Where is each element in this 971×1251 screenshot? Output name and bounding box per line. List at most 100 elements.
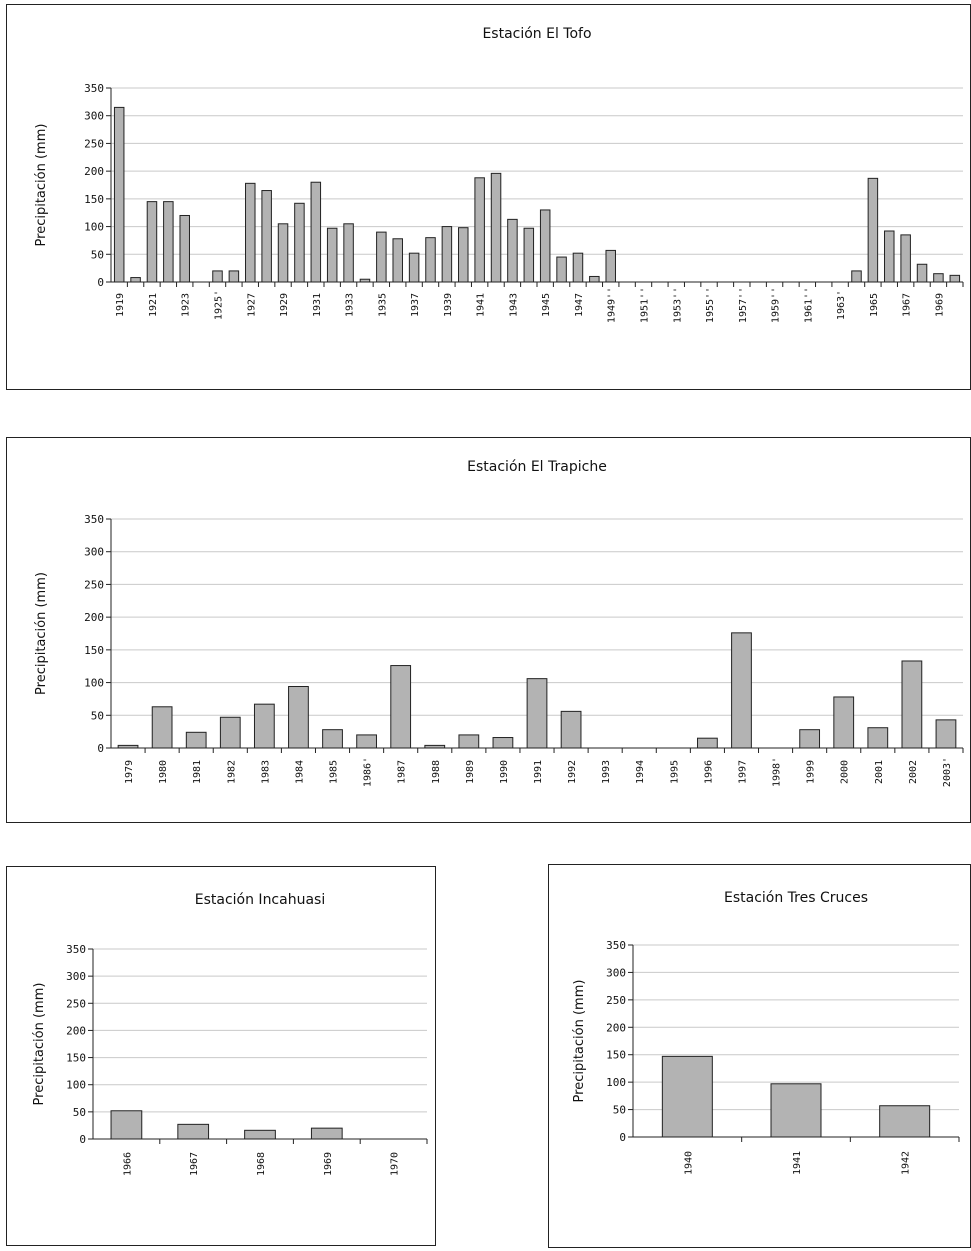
bar-2002 [901, 660, 923, 749]
bar-1934 [359, 278, 371, 283]
x-tick-label: 1979 [124, 760, 135, 784]
bar-1991 [526, 678, 548, 749]
x-tick-label: 1931 [312, 293, 323, 317]
bar-1979 [117, 744, 139, 749]
x-tick-label: 1921 [148, 293, 159, 317]
y-tick-label: 0 [79, 1133, 86, 1146]
x-tick-label: 1970 [390, 1152, 401, 1176]
chart-el-trapiche: Estación El Trapiche Precipitación (mm) 0 5… [34, 459, 964, 787]
x-tick-label: 1941 [476, 293, 487, 317]
x-tick-label: 1959'' [771, 287, 782, 323]
x-tick-label: 1969 [323, 1152, 334, 1176]
bar-1942 [879, 1105, 931, 1138]
y-tick-label: 50 [613, 1104, 626, 1117]
x-tick-label: 1953'' [672, 287, 683, 323]
x-tick-label: 1939 [443, 293, 454, 317]
bar-1969 [310, 1127, 343, 1140]
y-tick-label: 0 [619, 1131, 626, 1144]
x-tick-label: 2000 [840, 760, 851, 784]
x-tick-label: 1996 [703, 760, 714, 784]
chart-title: Estación Incahuasi [195, 892, 325, 908]
bar-1989 [458, 734, 480, 749]
bar-1933 [343, 223, 354, 283]
y-tick-label: 100 [66, 1079, 86, 1092]
bar-1923 [179, 214, 190, 283]
x-tick-label: 1949'' [607, 287, 618, 323]
bar-1939 [441, 226, 453, 283]
y-tick-label: 50 [91, 709, 104, 722]
bar-1932 [326, 227, 338, 283]
chart-title: Estación El Tofo [482, 26, 591, 42]
bar-1937 [408, 252, 420, 283]
bar-1942 [490, 172, 502, 283]
x-tick-label: 1940 [683, 1151, 694, 1175]
x-tick-label: 1968 [256, 1152, 267, 1176]
bar-1945 [539, 209, 551, 283]
bar-1969 [933, 273, 944, 283]
x-tick-label: 1919 [115, 293, 126, 317]
y-tick-label: 300 [66, 970, 86, 983]
bar-1966 [884, 230, 895, 283]
bar-1964 [851, 270, 862, 283]
y-tick-label: 100 [84, 677, 104, 690]
y-tick-label: 350 [606, 939, 626, 952]
bar-1980 [151, 706, 173, 749]
x-tick-label: 1957'' [738, 287, 749, 323]
y-tick-label: 300 [84, 546, 104, 559]
y-tick-label: 300 [606, 966, 626, 979]
y-tick-label: 200 [84, 165, 104, 178]
y-tick-label: 100 [84, 221, 104, 234]
y-tick-label: 150 [84, 193, 104, 206]
y-tick-label: 200 [66, 1024, 86, 1037]
chart-incahuasi: Estación Incahuasi Precipitación (mm) 0 50 1… [32, 892, 428, 1176]
y-tick-label: 250 [606, 994, 626, 1007]
y-tick-label: 350 [84, 513, 104, 526]
bar-1983 [253, 703, 275, 749]
bar-2003 [935, 719, 957, 749]
bar-1941 [770, 1083, 822, 1138]
y-tick-label: 200 [606, 1021, 626, 1034]
x-tick-label: 1988 [431, 760, 442, 784]
x-tick-label: 1927 [246, 293, 257, 317]
y-tick-label: 250 [84, 578, 104, 591]
chart-panel-tres-cruces: Estación Tres Cruces Precipitación (mm) 0 5… [548, 864, 971, 1248]
y-tick-label: 300 [84, 110, 104, 123]
x-tick-label: 1933 [345, 293, 356, 317]
x-tick-label: 2002 [908, 760, 919, 784]
bar-1936 [392, 238, 403, 283]
bar-1968 [916, 263, 928, 283]
bar-1948 [589, 275, 600, 283]
x-tick-label: 2003' [942, 757, 953, 787]
x-tick-label: 2001 [874, 760, 885, 784]
bar-1938 [425, 237, 436, 283]
x-tick-label: 1985 [329, 760, 340, 784]
x-tick-label: 1986' [363, 757, 374, 787]
bar-1996 [697, 737, 718, 749]
x-tick-label: 1966 [122, 1152, 133, 1176]
x-tick-label: 1942 [901, 1151, 912, 1175]
y-tick-label: 150 [66, 1052, 86, 1065]
bar-1986 [356, 734, 377, 749]
x-tick-label: 1999 [806, 760, 817, 784]
x-tick-label: 1967 [902, 293, 913, 317]
x-tick-label: 1929 [279, 293, 290, 317]
x-tick-label: 1967 [189, 1152, 200, 1176]
bar-1931 [310, 181, 322, 283]
x-tick-label: 1965 [869, 293, 880, 317]
y-tick-label: 0 [97, 742, 104, 755]
x-tick-label: 1935 [377, 293, 388, 317]
y-axis-label: Precipitación (mm) [34, 124, 49, 247]
bar-2000 [833, 696, 855, 749]
y-tick-label: 200 [84, 611, 104, 624]
chart-panel-el-trapiche: Estación El Trapiche Precipitación (mm) 0 5… [6, 437, 971, 823]
bar-1921 [146, 201, 158, 283]
bar-1919 [113, 106, 125, 283]
y-tick-label: 250 [66, 997, 86, 1010]
bar-1966 [110, 1110, 143, 1140]
x-tick-label: 1989 [465, 760, 476, 784]
y-tick-label: 0 [97, 276, 104, 289]
bar-1965 [867, 177, 879, 283]
chart-el-tofo: Estación El Tofo Precipitación (mm) 0 50 100… [34, 26, 964, 323]
bar-1988 [424, 744, 446, 749]
x-tick-label: 1943 [508, 293, 519, 317]
